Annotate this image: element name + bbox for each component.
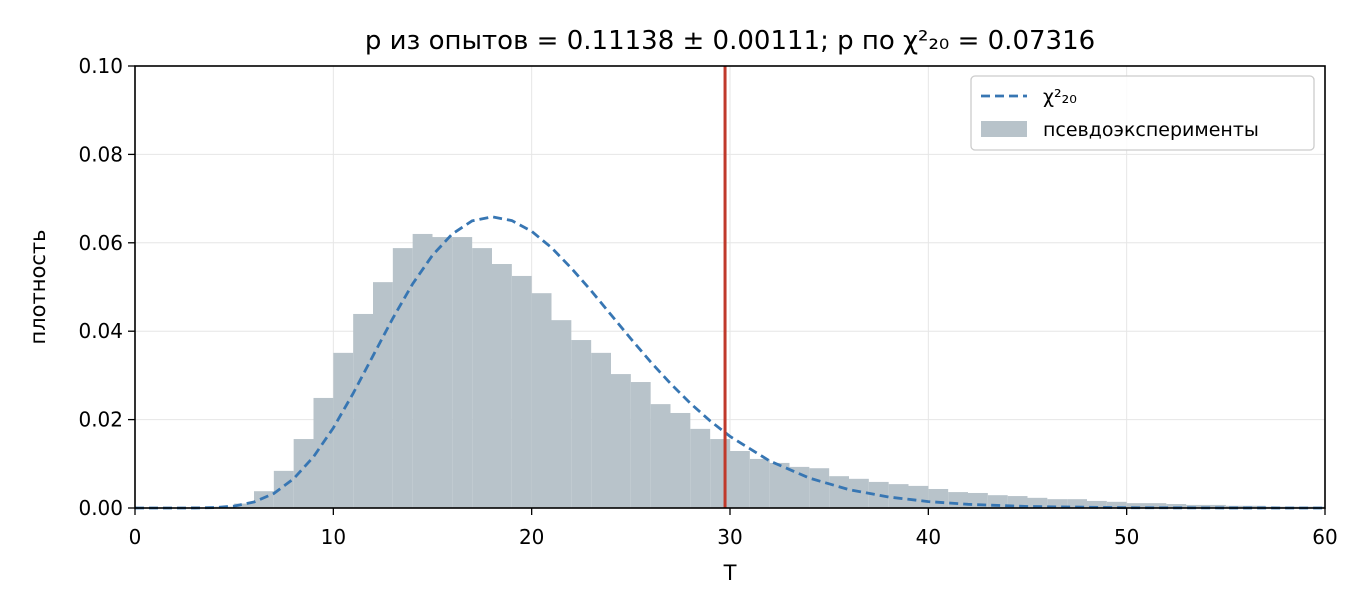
legend-box <box>970 75 1315 151</box>
histogram-bar <box>273 470 294 508</box>
x-tick-label: 30 <box>717 525 742 549</box>
y-tick-label: 0.02 <box>78 408 123 432</box>
histogram-bar <box>888 484 909 508</box>
histogram-bar <box>690 428 711 508</box>
line-series <box>135 215 1326 510</box>
legend-label: χ²₂₀ <box>1043 86 1077 108</box>
y-tick-label: 0.08 <box>78 142 123 166</box>
histogram-bar <box>1047 499 1068 508</box>
histogram-bar <box>849 478 869 508</box>
y-tick-label: 0.00 <box>78 496 123 520</box>
histogram-bar <box>928 488 949 508</box>
histogram-bar <box>353 313 373 508</box>
histogram-bar <box>650 404 671 508</box>
histogram-bar <box>254 491 274 508</box>
histogram-bar <box>452 237 473 508</box>
marks <box>135 66 1326 510</box>
histogram-bar <box>412 233 433 508</box>
histogram-bar <box>1106 501 1127 508</box>
histogram-bar <box>829 476 849 508</box>
histogram-bar <box>432 237 453 508</box>
histogram-bar <box>551 320 572 508</box>
histogram-bar <box>749 458 770 508</box>
histogram-bar <box>868 481 889 508</box>
histogram-bar <box>1027 497 1048 508</box>
histogram-bar <box>630 382 651 508</box>
histogram-bar <box>1146 503 1167 508</box>
histogram-bar <box>472 248 492 508</box>
x-tick-label: 10 <box>321 525 346 549</box>
histogram-bar <box>373 282 393 508</box>
y-tick-label: 0.06 <box>78 231 123 255</box>
x-tick-label: 60 <box>1312 525 1337 549</box>
y-tick-label: 0.10 <box>78 54 123 78</box>
histogram-bar <box>611 374 631 508</box>
histogram-bar <box>531 293 552 508</box>
histogram-bar <box>769 462 790 508</box>
histogram-bar <box>591 352 611 508</box>
histogram-bar <box>234 503 254 508</box>
y-tick-label: 0.04 <box>78 319 123 343</box>
legend-label: псевдоэксперименты <box>1043 119 1259 141</box>
histogram-bar <box>1087 500 1107 508</box>
histogram-bar <box>670 412 691 508</box>
histogram-bar <box>492 264 512 508</box>
histogram-bar <box>571 340 592 508</box>
legend: χ²₂₀ псевдоэксперименты <box>970 75 1315 151</box>
histogram-bar <box>1067 499 1087 508</box>
x-tick-label: 40 <box>916 525 941 549</box>
histogram-bar <box>392 248 413 508</box>
x-tick-label: 50 <box>1114 525 1139 549</box>
histogram-bar <box>908 485 929 508</box>
y-axis-label: плотность <box>26 230 50 345</box>
x-tick-label: 20 <box>519 525 544 549</box>
chart-title: p из опытов = 0.11138 ± 0.00111; p по χ²… <box>365 26 1095 56</box>
histogram-bar <box>1007 496 1028 508</box>
histogram-bar <box>1166 504 1187 508</box>
histogram-bar <box>809 468 830 508</box>
histogram-bar <box>1186 504 1206 508</box>
histogram-bar <box>1126 503 1147 508</box>
histogram-bar <box>313 397 334 508</box>
histogram-bar <box>730 450 750 508</box>
histogram-bar <box>1206 504 1226 508</box>
histogram-bar <box>710 439 730 508</box>
axes: 0 10 20 30 40 50 60 0.00 0.02 0.04 0.06 0.08 0.10 <box>78 54 1337 549</box>
histogram-bar <box>333 352 354 508</box>
histogram-bar <box>511 275 532 508</box>
histogram-bar <box>1245 505 1266 508</box>
x-tick-label: 0 <box>129 525 142 549</box>
histogram-bar <box>293 439 314 508</box>
legend-swatch <box>981 121 1027 137</box>
histogram-bar <box>948 492 968 508</box>
x-axis-label: T <box>723 561 737 585</box>
